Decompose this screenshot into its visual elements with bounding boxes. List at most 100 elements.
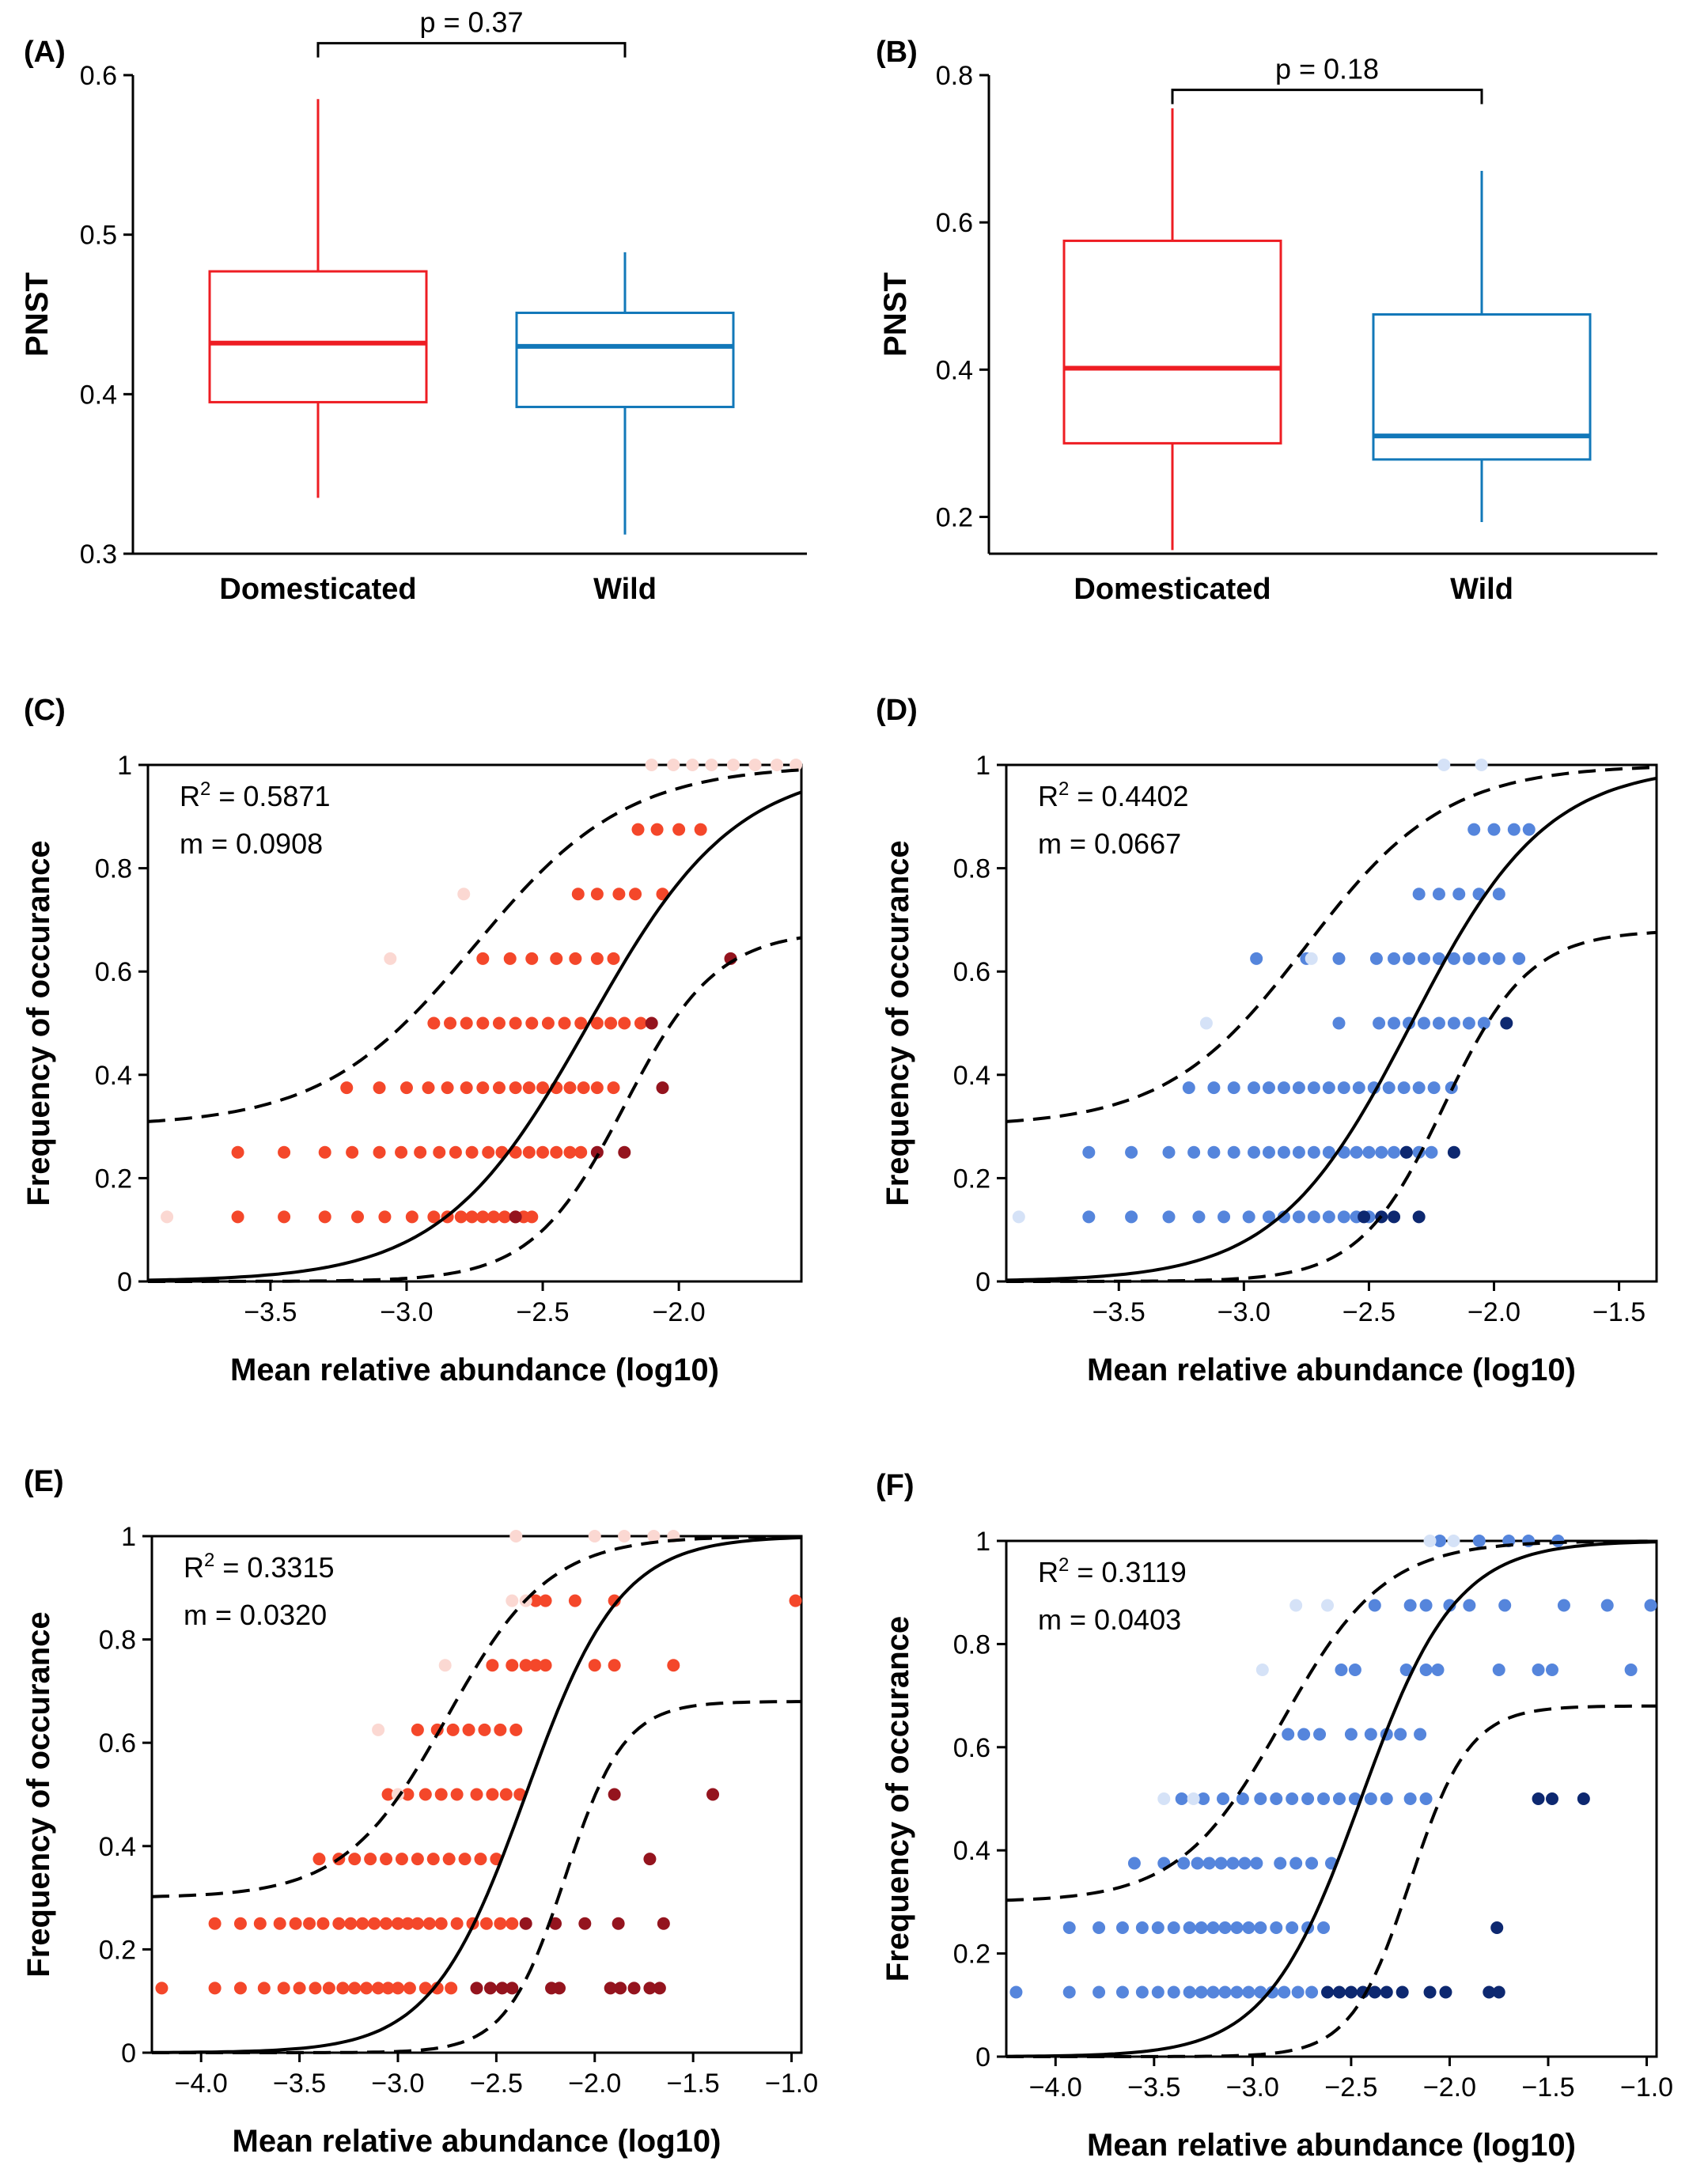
data-point-main xyxy=(430,1981,444,1995)
x-tick-label: −1.5 xyxy=(1521,2072,1574,2103)
data-point-main xyxy=(1151,1985,1165,1999)
data-point-main xyxy=(360,1981,373,1995)
data-point-main xyxy=(506,1917,519,1930)
data-point-main xyxy=(1187,1145,1201,1159)
y-tick-label: 0.2 xyxy=(95,1164,132,1194)
box-domesticated xyxy=(1062,108,1282,551)
r-squared-value: = 0.3119 xyxy=(1069,1556,1186,1588)
data-point-main xyxy=(558,1016,571,1030)
y-axis-title: PNST xyxy=(20,272,55,357)
data-point-main xyxy=(1206,1985,1220,1999)
data-point-main xyxy=(608,1594,621,1607)
data-point-main xyxy=(1151,1921,1165,1934)
y-tick-label: 0.8 xyxy=(936,61,973,91)
data-point-main xyxy=(476,1081,490,1095)
data-point-main xyxy=(1277,1210,1290,1224)
data-point-main xyxy=(1297,1728,1311,1741)
data-point-main xyxy=(1388,1145,1401,1159)
data-point-main xyxy=(525,1016,539,1030)
data-point-dark xyxy=(1368,1985,1381,1999)
x-tick-label: −1.5 xyxy=(667,2069,720,2099)
data-point-main xyxy=(536,1081,550,1095)
data-point-main xyxy=(612,888,626,901)
data-point-main xyxy=(494,1917,507,1930)
box-iqr xyxy=(1372,313,1592,461)
data-point-light xyxy=(705,759,718,771)
data-point-main xyxy=(1467,823,1481,836)
data-point-main xyxy=(427,1210,441,1224)
box-wild xyxy=(1372,171,1592,522)
data-point-main xyxy=(1344,1728,1358,1741)
r-symbol: R xyxy=(180,780,200,812)
x-axis-title: Mean relative abundance (log10) xyxy=(230,1353,719,1387)
data-point-main xyxy=(1175,1792,1188,1805)
data-point-main xyxy=(1242,1985,1255,1999)
data-point-dark xyxy=(509,1210,522,1224)
scatter-panel-c: (C) 0 0.2 0.4 0.6 0.8 1 −3.5 −3.0 −2.5 −2.0 Mean re… xyxy=(21,694,803,1387)
data-point-main xyxy=(607,1081,620,1095)
data-point-main xyxy=(1206,1921,1220,1934)
y-tick-label: 1 xyxy=(975,1527,990,1557)
data-point-main xyxy=(1447,952,1460,965)
data-point-main xyxy=(450,1917,464,1930)
data-point-main xyxy=(1230,1921,1244,1934)
data-point-main xyxy=(208,1981,222,1995)
data-point-main xyxy=(340,1081,354,1095)
y-axis-title: Frequency of occurance xyxy=(21,1611,56,1977)
data-point-light xyxy=(1423,1535,1437,1547)
x-tick-label: −3.5 xyxy=(244,1297,297,1327)
data-point-main xyxy=(442,1853,456,1866)
data-point-main xyxy=(631,823,645,836)
data-point-main xyxy=(1472,1535,1486,1547)
data-point-main xyxy=(1498,1599,1512,1612)
data-point-main xyxy=(1226,1857,1240,1870)
y-tick-label: 0 xyxy=(975,1267,990,1297)
data-point-main xyxy=(486,1788,499,1801)
data-point-main xyxy=(1477,952,1490,965)
data-point-dark xyxy=(1396,1985,1409,1999)
data-point-main xyxy=(667,1659,680,1672)
data-point-main xyxy=(1009,1985,1023,1999)
data-point-main xyxy=(503,952,517,965)
data-point-main xyxy=(1487,823,1501,836)
data-points xyxy=(1009,1535,1657,1999)
data-point-dark xyxy=(1490,1921,1504,1934)
data-point-main xyxy=(509,1723,523,1736)
data-point-dark xyxy=(1399,1145,1413,1159)
data-point-main xyxy=(1322,1210,1335,1224)
data-point-main xyxy=(1417,952,1430,965)
x-tick-label: −1.0 xyxy=(765,2069,818,2099)
fit-curve xyxy=(147,790,802,1282)
data-point-light xyxy=(1157,1792,1171,1805)
y-tick-label: 1 xyxy=(975,751,990,781)
data-point-main xyxy=(1262,1210,1275,1224)
data-point-main xyxy=(1274,1857,1287,1870)
data-point-main xyxy=(418,1788,432,1801)
data-point-main xyxy=(1183,1921,1196,1934)
data-point-main xyxy=(450,1788,464,1801)
data-point-main xyxy=(391,1981,404,1995)
data-point-main xyxy=(1227,1145,1240,1159)
y-tick-label: 0.4 xyxy=(953,1836,990,1866)
upper-ci-curve xyxy=(1005,1539,1657,1902)
data-point-main xyxy=(1492,1664,1505,1676)
data-point-main xyxy=(395,1853,408,1866)
data-point-main xyxy=(1600,1599,1614,1612)
x-tick-label: −1.0 xyxy=(1620,2072,1673,2103)
data-point-dark xyxy=(590,1145,604,1159)
r-squared-superscript: 2 xyxy=(1058,1554,1069,1576)
data-point-main xyxy=(1352,1081,1365,1095)
data-point-main xyxy=(368,1917,381,1930)
data-point-main xyxy=(1432,888,1445,901)
data-point-main xyxy=(1532,1664,1545,1676)
data-point-main xyxy=(1419,1664,1433,1676)
lower-ci-curve xyxy=(148,936,802,1283)
data-point-main xyxy=(1403,1792,1417,1805)
data-point-main xyxy=(499,1788,513,1801)
data-point-main xyxy=(1191,1857,1204,1870)
data-point-light xyxy=(748,759,762,771)
x-axis-title: Mean relative abundance (log10) xyxy=(233,2124,721,2159)
data-point-main xyxy=(1082,1210,1096,1224)
data-point-main xyxy=(401,1917,415,1930)
y-tick-label: 0.5 xyxy=(80,221,117,251)
